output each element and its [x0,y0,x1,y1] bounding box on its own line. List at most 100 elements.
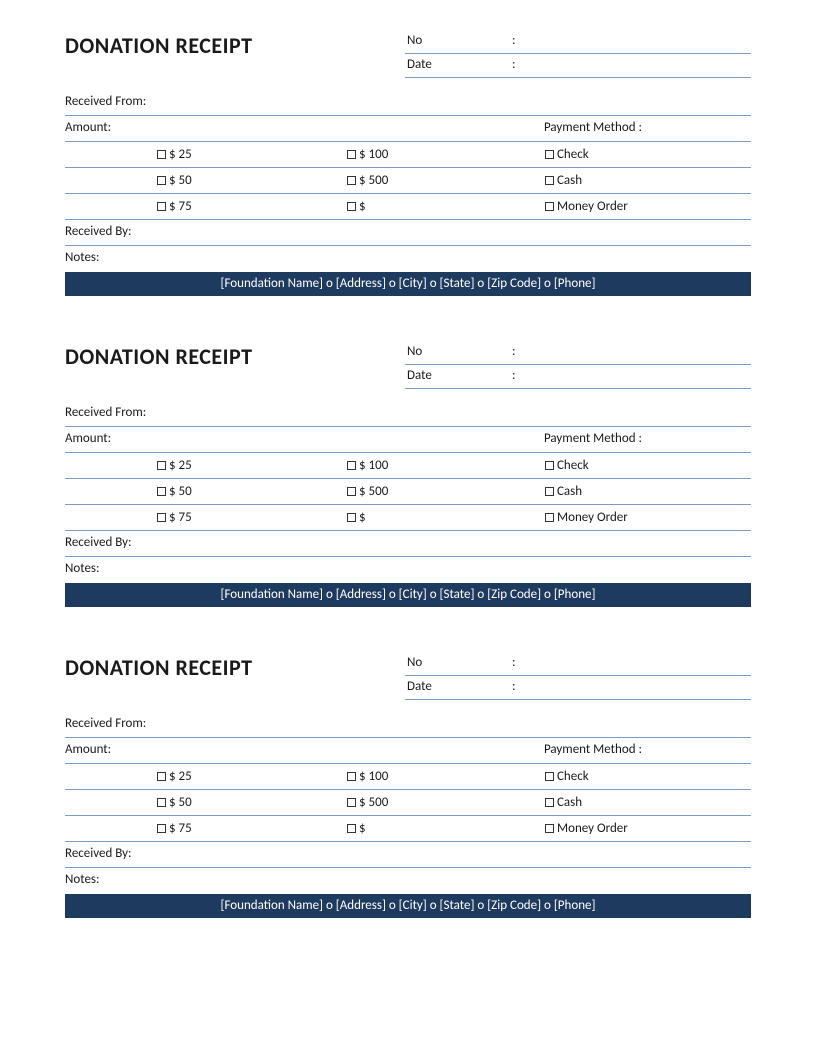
checkbox-icon[interactable] [347,176,356,185]
amount-option-label: $ 50 [169,795,192,810]
received-from-label: Received From: [65,716,751,731]
option-row: $ 50 $ 500 Cash [65,168,751,194]
received-by-row: Received By: [65,842,751,868]
meta-no-label: No [407,33,512,48]
amount-option-label: $ 75 [169,199,192,214]
amount-option-label: $ [359,510,366,525]
checkbox-icon[interactable] [347,150,356,159]
footer-bar: [Foundation Name] o [Address] o [City] o… [65,894,751,918]
checkbox-icon[interactable] [347,798,356,807]
checkbox-icon[interactable] [157,772,166,781]
amount-option-label: $ [359,821,366,836]
option-row: $ 25 $ 100 Check [65,142,751,168]
checkbox-icon[interactable] [545,461,554,470]
checkbox-icon[interactable] [157,461,166,470]
payment-option-label: Check [557,147,589,162]
checkbox-icon[interactable] [545,824,554,833]
notes-label: Notes: [65,872,751,887]
checkbox-icon[interactable] [157,150,166,159]
payment-option: Cash [544,795,751,810]
meta-no-colon: : [512,655,527,670]
notes-row: Notes: [65,868,751,893]
checkbox-icon[interactable] [545,176,554,185]
checkbox-icon[interactable] [347,487,356,496]
meta-date-colon: : [512,57,527,72]
amount-option: $ 75 [156,199,346,214]
payment-option-label: Money Order [557,510,628,525]
checkbox-icon[interactable] [545,798,554,807]
option-row: $ 75$Money Order [65,505,751,531]
amount-option-label: $ 50 [169,173,192,188]
received-by-label: Received By: [65,535,751,550]
amount-label: Amount: [65,742,544,757]
amount-option: $ 75 [156,821,346,836]
meta-no-row: No: [405,341,751,365]
payment-option: Money Order [544,199,751,214]
payment-option: Cash [544,484,751,499]
payment-method-label: Payment Method : [544,742,751,757]
amount-option: $ 25 [156,147,346,162]
option-row: $ 50$ 500Cash [65,479,751,505]
checkbox-icon[interactable] [545,513,554,522]
meta-no-label: No [407,655,512,670]
payment-method-label: Payment Method : [544,120,751,135]
checkbox-icon[interactable] [545,487,554,496]
checkbox-icon[interactable] [347,772,356,781]
footer-bar: [Foundation Name] o [Address] o [City] o… [65,272,751,296]
checkbox-icon[interactable] [157,176,166,185]
payment-method-label: Payment Method : [544,431,751,446]
meta-date-row: Date: [405,54,751,78]
checkbox-icon[interactable] [157,513,166,522]
amount-option: $ 500 [346,795,544,810]
checkbox-icon[interactable] [157,202,166,211]
meta-date-value [527,57,751,72]
checkbox-icon[interactable] [545,772,554,781]
amount-option-label: $ 25 [169,458,192,473]
meta-date-value [527,679,751,694]
amount-option: $ 100 [346,769,544,784]
checkbox-icon[interactable] [157,824,166,833]
amount-option: $ [346,199,544,214]
amount-option-label: $ 25 [169,147,192,162]
amount-option-label: $ 500 [359,795,388,810]
amount-option-label: $ 100 [359,147,388,162]
received-from-row: Received From: [65,401,751,427]
checkbox-icon[interactable] [347,202,356,211]
receipt-title: DONATION RECEIPT [65,30,405,59]
meta-no-value [527,344,751,359]
checkbox-icon[interactable] [347,461,356,470]
meta-no-row: No: [405,30,751,54]
received-from-row: Received From: [65,712,751,738]
meta-date-colon: : [512,368,527,383]
option-row: $ 25 $ 100 Check [65,764,751,790]
amount-option-label: $ 500 [359,173,388,188]
meta-no-colon: : [512,344,527,359]
payment-option-label: Money Order [557,199,628,214]
received-from-row: Received From: [65,90,751,116]
amount-option: $ [346,821,544,836]
meta-date-row: Date: [405,676,751,700]
meta-date-colon: : [512,679,527,694]
meta-date-value [527,368,751,383]
payment-option: Money Order [544,821,751,836]
payment-option: Cash [544,173,751,188]
amount-option: $ 25 [156,458,346,473]
checkbox-icon[interactable] [347,824,356,833]
payment-option-label: Check [557,769,589,784]
checkbox-icon[interactable] [157,798,166,807]
meta-column: No:Date: [405,30,751,78]
received-by-label: Received By: [65,224,751,239]
option-row: $ 25$ 100Check [65,453,751,479]
checkbox-icon[interactable] [545,202,554,211]
amount-option: $ [346,510,544,525]
checkbox-icon[interactable] [545,150,554,159]
payment-option-label: Cash [557,795,582,810]
checkbox-icon[interactable] [347,513,356,522]
amount-option-label: $ 25 [169,769,192,784]
notes-row: Notes: [65,246,751,271]
meta-column: No:Date: [405,652,751,700]
option-row: $ 50 $ 500 Cash [65,790,751,816]
payment-option-label: Cash [557,484,582,499]
payment-option-label: Cash [557,173,582,188]
checkbox-icon[interactable] [157,487,166,496]
